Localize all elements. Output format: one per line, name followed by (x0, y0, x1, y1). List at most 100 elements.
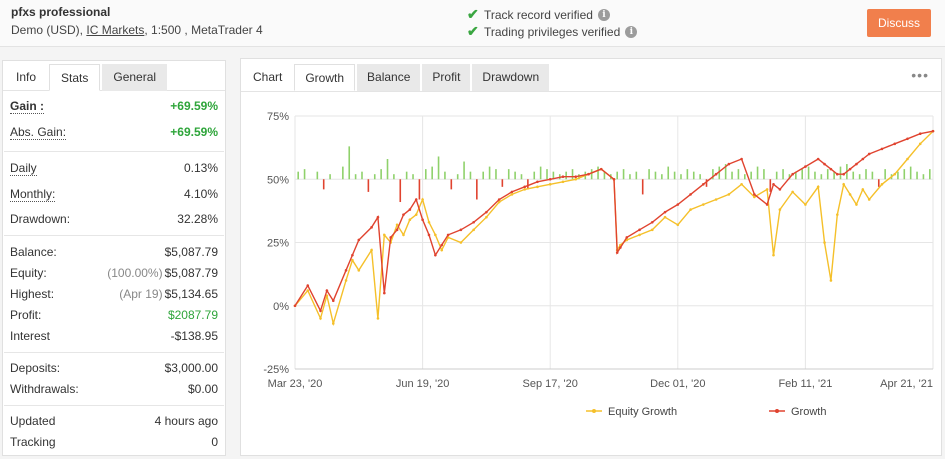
gain-value: +69.59% (170, 99, 218, 113)
data-point (427, 220, 431, 224)
data-point (650, 228, 654, 232)
x-tick-label: Apr 21, '21 (880, 378, 933, 390)
data-point (676, 203, 680, 206)
x-tick-label: Sep 17, '20 (523, 378, 578, 390)
discuss-button[interactable]: Discuss (867, 9, 931, 37)
data-point (765, 203, 769, 206)
equity-value-wrap: (100.00%) $5,087.79 (107, 264, 218, 282)
data-point (357, 269, 361, 272)
divider (4, 405, 224, 406)
data-point (918, 132, 922, 136)
data-point (497, 200, 501, 204)
data-point (861, 188, 865, 191)
tab-balance[interactable]: Balance (357, 64, 421, 91)
data-point (638, 233, 641, 237)
data-point (306, 284, 310, 287)
balance-value: $5,087.79 (164, 245, 218, 259)
tab-profit[interactable]: Profit (422, 64, 471, 91)
data-point (893, 142, 897, 146)
equity-label: Equity: (10, 266, 47, 280)
x-tick-label: Jun 19, '20 (396, 378, 449, 390)
profit-value: $2087.79 (167, 308, 218, 322)
data-point (440, 243, 444, 247)
left-tabs: Info Stats General (3, 61, 225, 91)
data-point (357, 238, 361, 242)
data-point (842, 172, 845, 176)
gain-label[interactable]: Gain : (10, 99, 45, 114)
data-point (714, 172, 718, 176)
data-point (331, 299, 335, 302)
tab-general[interactable]: General (102, 64, 168, 91)
data-point (772, 253, 775, 257)
data-point (842, 183, 845, 186)
data-point (791, 190, 794, 194)
data-point (389, 236, 392, 239)
highest-date: (Apr 19) (119, 287, 163, 301)
stat-tracking: Tracking 0 (10, 433, 218, 451)
divider (4, 235, 224, 236)
updated-label: Updated (10, 414, 56, 428)
data-point (772, 183, 775, 186)
withdrawals-value: $0.00 (187, 382, 218, 396)
broker-link[interactable]: IC Markets (86, 23, 145, 37)
data-point (408, 208, 412, 211)
data-point (791, 172, 794, 176)
chart-tabs: Chart Growth Balance Profit Drawdown (241, 59, 941, 92)
tracking-value: 0 (211, 435, 218, 449)
data-point (829, 167, 833, 171)
tab-drawdown[interactable]: Drawdown (472, 64, 550, 91)
data-point (918, 142, 922, 146)
more-options-icon[interactable]: ••• (911, 67, 929, 83)
data-point (804, 165, 807, 168)
x-tick-label: Mar 23, '20 (268, 378, 323, 390)
data-point (823, 241, 826, 244)
data-point (702, 203, 705, 206)
data-point (612, 177, 616, 181)
stat-profit: Profit: $2087.79 (10, 306, 218, 324)
data-point (615, 251, 619, 254)
y-tick-label: 50% (267, 174, 289, 186)
divider (4, 151, 224, 152)
x-tick-label: Feb 11, '21 (778, 378, 832, 390)
daily-label[interactable]: Daily (10, 161, 37, 176)
tab-stats[interactable]: Stats (49, 64, 101, 91)
data-point (714, 198, 718, 201)
highest-value: $5,134.65 (164, 287, 218, 301)
data-point (459, 228, 463, 232)
data-point (625, 236, 629, 239)
tracking-label: Tracking (10, 435, 56, 449)
data-point (376, 215, 380, 219)
data-point (446, 233, 450, 237)
data-point (727, 162, 731, 166)
tab-growth[interactable]: Growth (294, 64, 356, 91)
monthly-label[interactable]: Monthly: (10, 187, 56, 202)
data-point (650, 220, 654, 224)
data-point (472, 220, 475, 224)
equity-percent: (100.00%) (107, 266, 163, 280)
data-point (689, 208, 692, 211)
track-record-label: Track record verified (484, 7, 593, 22)
tab-chart[interactable]: Chart (253, 70, 283, 84)
tab-info[interactable]: Info (16, 70, 37, 84)
info-icon[interactable]: i (625, 25, 638, 38)
info-icon[interactable]: i (597, 8, 610, 21)
data-point (765, 188, 769, 191)
data-point (325, 294, 329, 297)
y-tick-label: -25% (263, 364, 289, 376)
data-point (536, 180, 539, 184)
data-point (848, 167, 852, 171)
abs-gain-label[interactable]: Abs. Gain: (10, 125, 67, 140)
data-point (561, 175, 565, 179)
data-point (599, 167, 603, 171)
data-point (689, 193, 692, 196)
data-point (485, 210, 488, 214)
data-point (931, 129, 935, 133)
data-point (778, 188, 782, 191)
check-icon: ✔ (467, 6, 479, 22)
x-tick-label: Dec 01, '20 (650, 378, 705, 390)
data-point (536, 185, 539, 189)
data-point (497, 198, 501, 201)
stat-abs-gain: Abs. Gain: +69.59% (10, 123, 218, 141)
data-point (740, 157, 743, 161)
data-point (421, 198, 424, 201)
